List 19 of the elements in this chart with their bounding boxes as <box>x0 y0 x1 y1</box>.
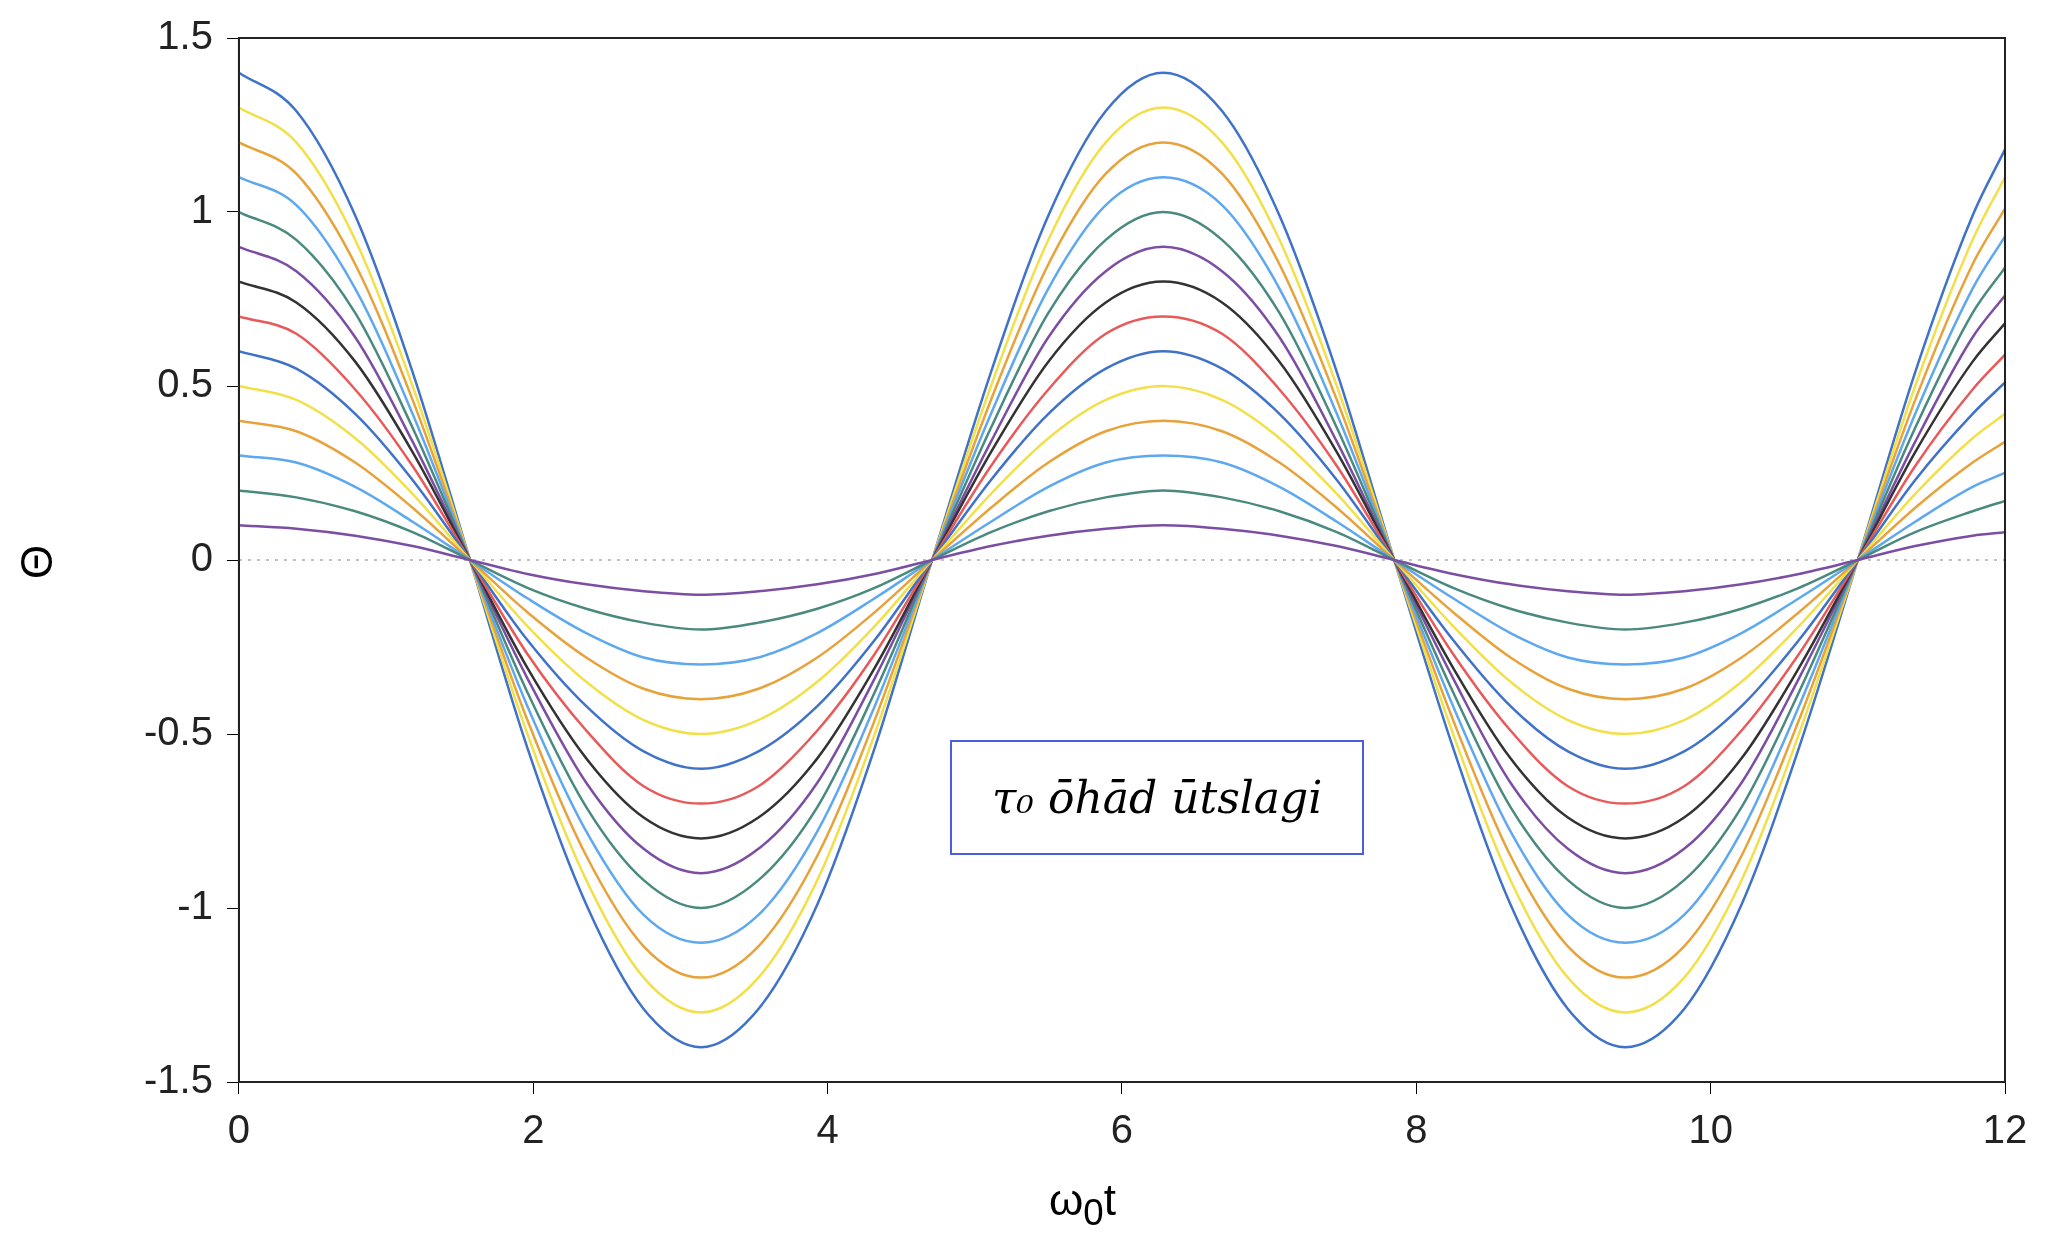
y-tick-label: 1 <box>190 187 213 232</box>
y-tick-label: 0.5 <box>157 361 213 406</box>
x-tick-label: 8 <box>1405 1107 1428 1152</box>
y-tick-label: -1.5 <box>143 1057 213 1102</box>
x-tick-label: 6 <box>1110 1107 1134 1152</box>
y-tick-label: 1.5 <box>157 13 213 58</box>
x-tick-label: 0 <box>227 1107 251 1152</box>
x-tick-label: 10 <box>1688 1107 1733 1152</box>
line-series <box>238 523 2005 597</box>
y-axis-title: Θ <box>12 544 62 580</box>
x-tick-label: 2 <box>522 1107 545 1152</box>
y-tick-label: -1 <box>177 883 213 928</box>
x-tick-label: 12 <box>1982 1107 2028 1152</box>
line-series <box>238 419 2005 701</box>
x-axis-title: ω$_{0}$t <box>1048 1175 1117 1234</box>
annotation: τ₀ ōhād ūtslagi <box>950 740 1365 855</box>
y-tick-label: -0.5 <box>143 709 213 754</box>
y-tick-label: 0 <box>190 535 213 580</box>
x-tick-label: 4 <box>816 1107 839 1152</box>
